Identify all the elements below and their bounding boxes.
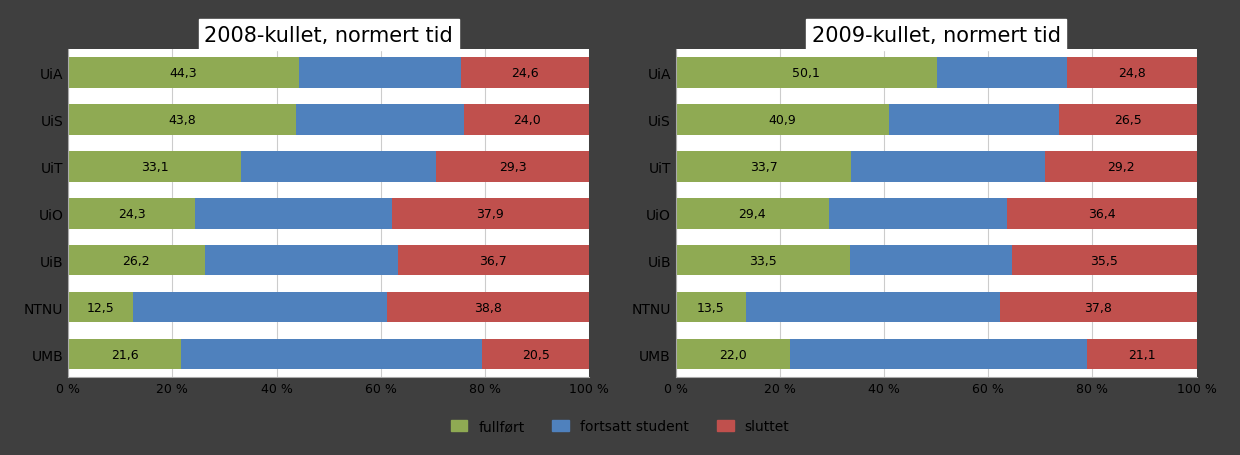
Text: 24,3: 24,3 [118,207,145,220]
Text: 12,5: 12,5 [87,301,114,314]
Bar [676,339,790,369]
Bar [936,58,1068,89]
Text: 13,5: 13,5 [697,301,725,314]
Text: 20,5: 20,5 [522,348,549,361]
Bar [195,199,392,229]
Text: 37,9: 37,9 [476,207,505,220]
Title: 2008-kullet, normert tid: 2008-kullet, normert tid [205,26,453,46]
Legend: fullført, fortsatt student, sluttet: fullført, fortsatt student, sluttet [445,414,795,439]
Bar [676,245,851,276]
Bar [205,245,398,276]
Bar [134,292,387,323]
Bar [482,339,589,369]
Text: 50,1: 50,1 [792,67,820,80]
Bar [676,58,936,89]
Bar [68,105,296,136]
Bar [852,152,1044,182]
Text: 29,2: 29,2 [1107,161,1135,173]
Text: 21,1: 21,1 [1128,348,1156,361]
Text: 33,7: 33,7 [750,161,777,173]
Bar [1044,152,1197,182]
Bar [392,199,589,229]
Text: 36,7: 36,7 [480,254,507,267]
Bar [68,292,134,323]
Bar [296,105,464,136]
Text: 29,4: 29,4 [739,207,766,220]
Text: 24,6: 24,6 [511,67,538,80]
Bar [1086,339,1197,369]
Bar [828,199,1007,229]
Bar [676,105,889,136]
Text: 40,9: 40,9 [769,114,796,127]
Text: 24,8: 24,8 [1118,67,1146,80]
Text: 21,6: 21,6 [110,348,138,361]
Bar [461,58,589,89]
Text: 36,4: 36,4 [1087,207,1116,220]
Bar [299,58,461,89]
Bar [464,105,589,136]
Bar [181,339,482,369]
Bar [746,292,999,323]
Text: 43,8: 43,8 [169,114,196,127]
Bar [68,245,205,276]
Text: 26,5: 26,5 [1114,114,1142,127]
Bar [241,152,436,182]
Bar [1007,199,1197,229]
Bar [387,292,589,323]
Bar [1012,245,1197,276]
Bar [68,339,181,369]
Bar [851,245,1012,276]
Text: 26,2: 26,2 [123,254,150,267]
Text: 33,1: 33,1 [140,161,169,173]
Title: 2009-kullet, normert tid: 2009-kullet, normert tid [812,26,1060,46]
Bar [790,339,1086,369]
Bar [436,152,589,182]
Text: 37,8: 37,8 [1084,301,1112,314]
Bar [1068,58,1197,89]
Text: 38,8: 38,8 [474,301,502,314]
Text: 33,5: 33,5 [749,254,777,267]
Text: 44,3: 44,3 [170,67,197,80]
Bar [889,105,1059,136]
Text: 35,5: 35,5 [1090,254,1118,267]
Bar [676,199,828,229]
Text: 29,3: 29,3 [498,161,527,173]
Bar [1059,105,1197,136]
Bar [999,292,1197,323]
Bar [676,292,746,323]
Text: 24,0: 24,0 [512,114,541,127]
Text: 22,0: 22,0 [719,348,746,361]
Bar [68,58,299,89]
Bar [68,152,241,182]
Bar [68,199,195,229]
Bar [398,245,589,276]
Bar [676,152,852,182]
